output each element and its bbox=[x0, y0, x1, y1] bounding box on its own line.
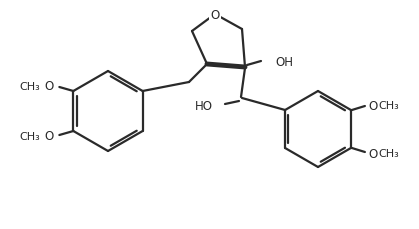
Text: HO: HO bbox=[195, 99, 213, 112]
Text: O: O bbox=[368, 99, 378, 112]
Text: CH₃: CH₃ bbox=[19, 82, 40, 92]
Text: O: O bbox=[368, 147, 378, 160]
Text: CH₃: CH₃ bbox=[378, 148, 399, 158]
Text: O: O bbox=[210, 8, 220, 21]
Text: CH₃: CH₃ bbox=[378, 101, 399, 111]
Text: OH: OH bbox=[275, 55, 293, 68]
Text: O: O bbox=[45, 130, 54, 143]
Text: CH₃: CH₃ bbox=[19, 131, 40, 141]
Text: O: O bbox=[45, 80, 54, 93]
